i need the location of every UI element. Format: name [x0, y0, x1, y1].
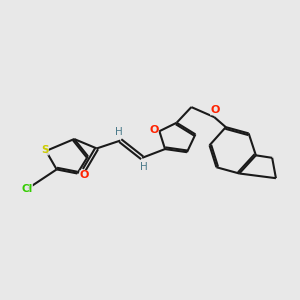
Text: O: O	[149, 124, 158, 135]
Text: O: O	[210, 105, 220, 115]
Text: H: H	[115, 127, 123, 137]
Text: S: S	[41, 145, 49, 155]
Text: O: O	[80, 170, 89, 180]
Text: Cl: Cl	[22, 184, 33, 194]
Text: H: H	[140, 162, 147, 172]
